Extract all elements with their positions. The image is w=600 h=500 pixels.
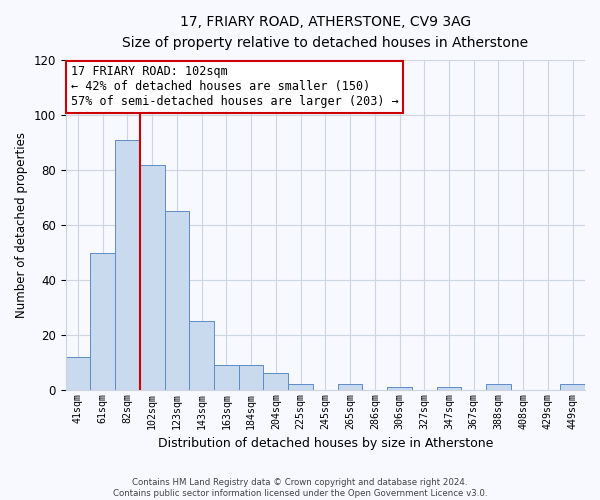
Bar [437, 387, 461, 390]
Text: 17 FRIARY ROAD: 102sqm
← 42% of detached houses are smaller (150)
57% of semi-de: 17 FRIARY ROAD: 102sqm ← 42% of detached… [71, 66, 398, 108]
Bar [288, 384, 313, 390]
Bar [115, 140, 140, 390]
Bar [164, 212, 190, 390]
Bar [263, 374, 288, 390]
Bar [560, 384, 585, 390]
Bar [387, 387, 412, 390]
Bar [486, 384, 511, 390]
Bar [239, 365, 263, 390]
Bar [214, 365, 239, 390]
Bar [91, 252, 115, 390]
Bar [65, 357, 91, 390]
Title: 17, FRIARY ROAD, ATHERSTONE, CV9 3AG
Size of property relative to detached house: 17, FRIARY ROAD, ATHERSTONE, CV9 3AG Siz… [122, 15, 529, 50]
Bar [140, 165, 164, 390]
Bar [338, 384, 362, 390]
Bar [190, 322, 214, 390]
Y-axis label: Number of detached properties: Number of detached properties [15, 132, 28, 318]
X-axis label: Distribution of detached houses by size in Atherstone: Distribution of detached houses by size … [158, 437, 493, 450]
Text: Contains HM Land Registry data © Crown copyright and database right 2024.
Contai: Contains HM Land Registry data © Crown c… [113, 478, 487, 498]
